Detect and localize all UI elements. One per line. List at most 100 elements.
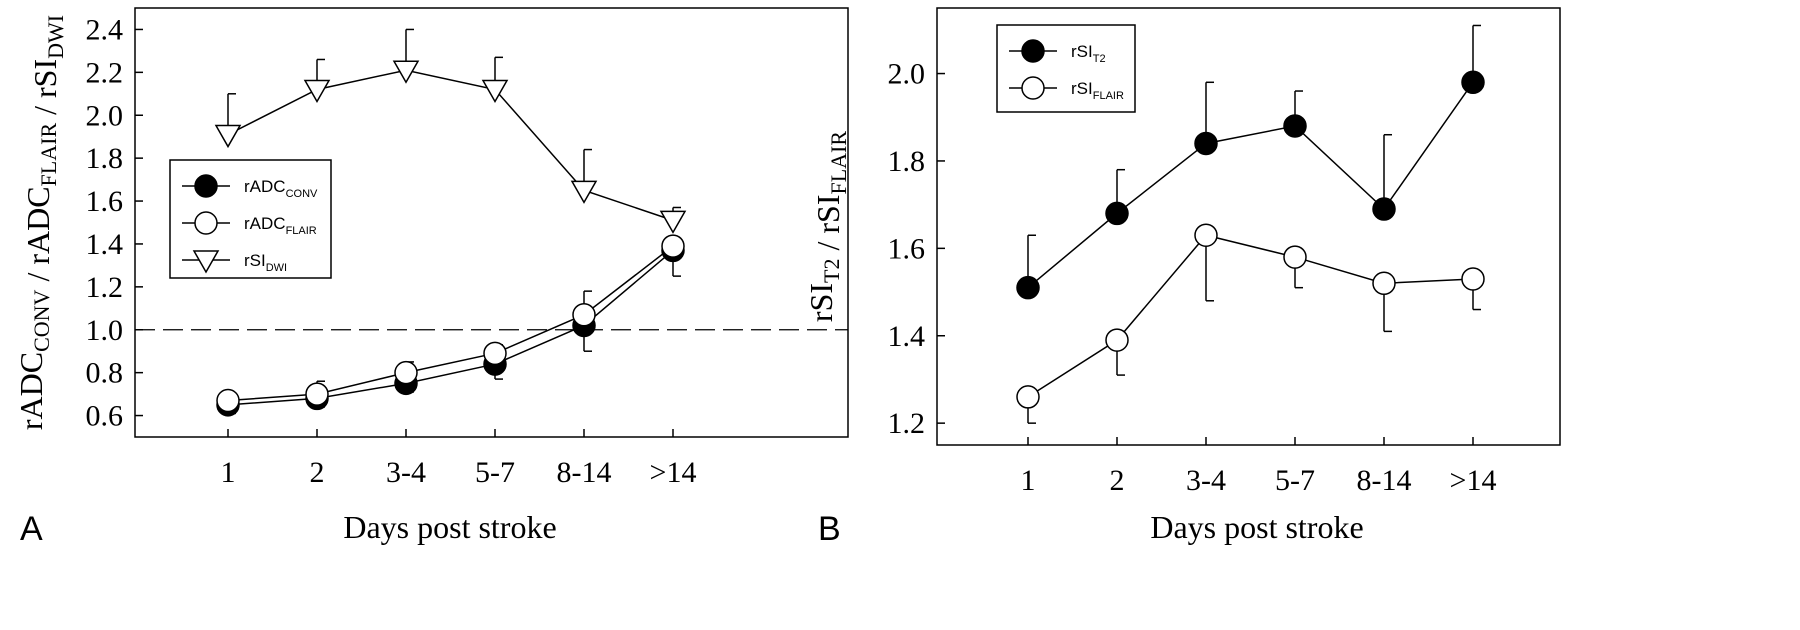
y-tick-label: 1.6 (86, 185, 124, 218)
y-axis-title-text: / rSI (810, 195, 846, 259)
legend-label-text: rSI (1071, 79, 1093, 98)
series-rsi-dwi (214, 28, 687, 234)
legend-marker (1021, 39, 1045, 63)
x-tick-label: 3-4 (1186, 464, 1226, 497)
data-point (483, 341, 507, 366)
data-point (1016, 385, 1040, 409)
data-point (1105, 201, 1129, 226)
legend-label-text: rSI (244, 251, 266, 270)
y-tick-label: 1.8 (888, 145, 926, 178)
y-axis-title-subscript: CONV (29, 289, 54, 351)
series-line (227, 249, 674, 406)
data-point (572, 302, 596, 327)
legend-label-text: rADC (244, 214, 286, 233)
legend-marker (192, 250, 220, 274)
x-tick-label: 1 (221, 456, 236, 489)
plot-frame (134, 7, 849, 438)
panel-a: 0.6 0.8 1.0 1.2 1.4 1.6 1.8 2.0 2.2 2.4 1 2 3-4 5-7 8-… (13, 7, 849, 548)
legend-label-subscript: CONV (286, 188, 318, 200)
series-rsi-flair (1016, 223, 1485, 424)
data-point (481, 79, 509, 104)
y-axis-title-text: / rADC (20, 186, 56, 289)
x-tick-label: 8-14 (1357, 464, 1412, 497)
x-tick-label: >14 (650, 456, 697, 489)
data-point (305, 382, 329, 406)
legend-marker (1021, 76, 1045, 100)
data-point (661, 234, 685, 258)
x-tick-label: 8-14 (557, 456, 612, 489)
y-tick-label: 2.4 (86, 13, 124, 46)
y-tick-label: 1.4 (86, 228, 124, 261)
y-tick-label: 1.8 (86, 142, 124, 175)
legend-label-subscript: T2 (1093, 53, 1106, 65)
y-axis-title-subscript: FLAIR (826, 131, 851, 195)
y-tick-label: 2.0 (86, 99, 124, 132)
y-tick-label: 2.0 (888, 58, 926, 91)
x-tick-label: 2 (310, 456, 325, 489)
x-axis-title: Days post stroke (1150, 509, 1363, 545)
y-tick-label: 1.0 (86, 314, 124, 347)
y-tick-label: 1.2 (888, 407, 926, 440)
data-point (1105, 328, 1129, 352)
series-rsi-t2 (1016, 24, 1485, 300)
data-point (1194, 131, 1218, 156)
legend-box (996, 24, 1136, 113)
data-point (1016, 275, 1040, 300)
data-point (216, 388, 240, 413)
y-axis-title: rSIT2 / rSIFLAIR (803, 131, 851, 322)
series-line (1027, 234, 1474, 398)
x-tick-label: 5-7 (1275, 464, 1315, 497)
data-point (214, 124, 242, 149)
data-point (1194, 223, 1218, 247)
data-point (1283, 114, 1307, 138)
legend-label: rADCFLAIR (244, 214, 317, 237)
y-axis-title-subscript: DWI (43, 15, 68, 59)
y-tick-label: 1.4 (888, 320, 926, 353)
panel-letter: A (20, 510, 43, 548)
series-radc-flair (216, 234, 685, 413)
legend-marker (194, 211, 218, 235)
data-point (392, 60, 420, 84)
legend-label: rADCCONV (244, 177, 318, 200)
series-line (1027, 81, 1474, 289)
x-tick-label: 5-7 (475, 456, 515, 489)
data-point (1461, 70, 1485, 95)
y-axis-title-text: / rSI (27, 59, 63, 123)
legend-marker (194, 174, 218, 198)
legend-label-text: rSI (1071, 42, 1093, 61)
legend-label-subscript: DWI (266, 262, 287, 274)
series-line (227, 245, 674, 402)
legend-label-text: rADC (244, 177, 286, 196)
x-tick-label: 3-4 (386, 456, 426, 489)
data-point (659, 210, 687, 234)
data-point (570, 180, 598, 204)
x-tick-label: 1 (1021, 464, 1036, 497)
panel-letter: B (818, 510, 841, 548)
y-axis-title-text: rSI (803, 283, 839, 322)
y-tick-label: 2.2 (86, 56, 124, 89)
x-axis-title: Days post stroke (343, 509, 556, 545)
x-tick-label: 2 (1110, 464, 1125, 497)
y-axis-title-subscript: FLAIR (36, 123, 61, 187)
y-tick-label: 0.6 (86, 400, 124, 433)
legend-label: rSIT2 (1071, 42, 1106, 65)
y-tick-label: 1.6 (888, 232, 926, 265)
data-point (1461, 267, 1485, 291)
y-tick-label: 0.8 (86, 357, 124, 390)
series-line (227, 69, 674, 222)
data-point (1372, 197, 1396, 221)
panel-b: 1.2 1.4 1.6 1.8 2.0 1 2 3-4 5-7 8-14 >14 Days post … (803, 7, 1561, 548)
data-point (1283, 245, 1307, 269)
legend-label-subscript: FLAIR (286, 225, 317, 237)
x-tick-label: >14 (1450, 464, 1497, 497)
y-axis-title-subscript: T2 (819, 259, 844, 283)
y-axis-title: rADCCONV / rADCFLAIR / rSIDWI (13, 15, 68, 430)
data-point (394, 360, 418, 385)
data-point (303, 79, 331, 104)
legend-label-subscript: FLAIR (1093, 90, 1124, 102)
legend-label: rSIDWI (244, 251, 287, 274)
y-tick-label: 1.2 (86, 271, 124, 304)
y-axis-title-text: rADC (13, 352, 49, 430)
